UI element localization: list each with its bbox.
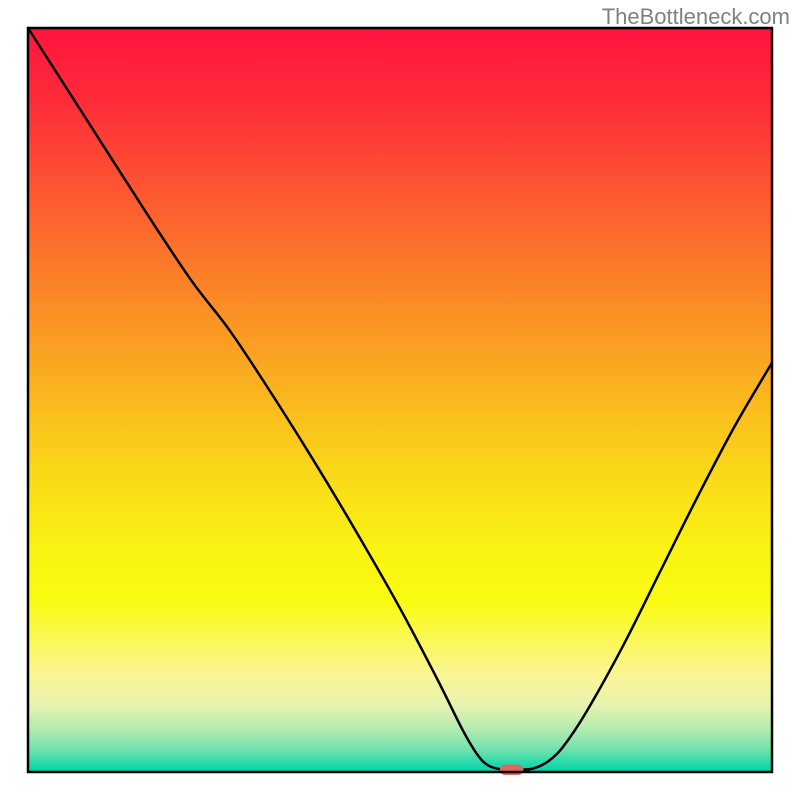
plot-background <box>28 28 772 772</box>
bottleneck-chart <box>0 0 800 800</box>
optimal-marker <box>500 765 524 775</box>
watermark-text: TheBottleneck.com <box>602 4 790 30</box>
chart-container: TheBottleneck.com <box>0 0 800 800</box>
